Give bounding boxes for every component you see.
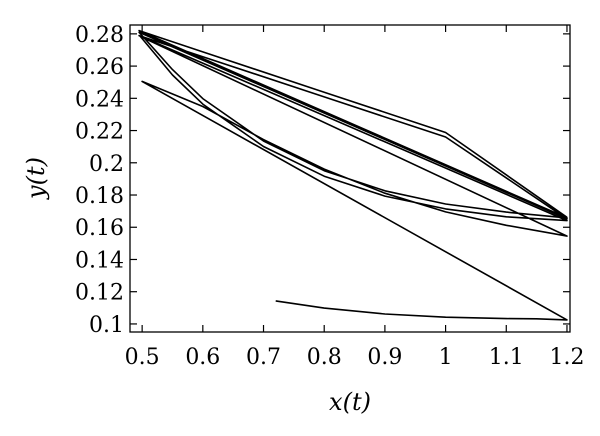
x-axis-label: x(t) xyxy=(329,388,371,416)
x-tick-label: 1.2 xyxy=(549,345,584,370)
x-axis-ticks: 0.5 0.6 0.7 0.8 0.9 1 1.1 1.2 xyxy=(125,25,584,370)
x-tick-label: 0.8 xyxy=(307,345,342,370)
y-tick-label: 0.12 xyxy=(75,281,124,306)
x-tick-label: 0.9 xyxy=(367,345,402,370)
x-tick-label: 0.7 xyxy=(246,345,281,370)
y-tick-label: 0.1 xyxy=(89,313,124,338)
y-axis-ticks: 0.1 0.12 0.14 0.16 0.18 0.2 0.22 0.24 0.26 0.28 xyxy=(75,23,570,338)
y-tick-label: 0.2 xyxy=(89,152,124,177)
y-tick-label: 0.24 xyxy=(75,87,124,112)
y-tick-label: 0.22 xyxy=(75,120,124,145)
trajectory-line xyxy=(138,29,568,321)
y-tick-label: 0.18 xyxy=(75,184,124,209)
y-tick-label: 0.26 xyxy=(75,55,124,80)
y-tick-label: 0.16 xyxy=(75,216,124,241)
x-tick-label: 1 xyxy=(439,345,453,370)
x-tick-label: 1.1 xyxy=(489,345,524,370)
plot-frame xyxy=(129,24,571,333)
y-axis-label: y(t) xyxy=(22,157,50,200)
y-tick-label: 0.28 xyxy=(75,23,124,48)
y-tick-label: 0.14 xyxy=(75,248,124,273)
series-layer xyxy=(138,29,568,321)
x-tick-label: 0.5 xyxy=(125,345,160,370)
x-tick-label: 0.6 xyxy=(185,345,220,370)
